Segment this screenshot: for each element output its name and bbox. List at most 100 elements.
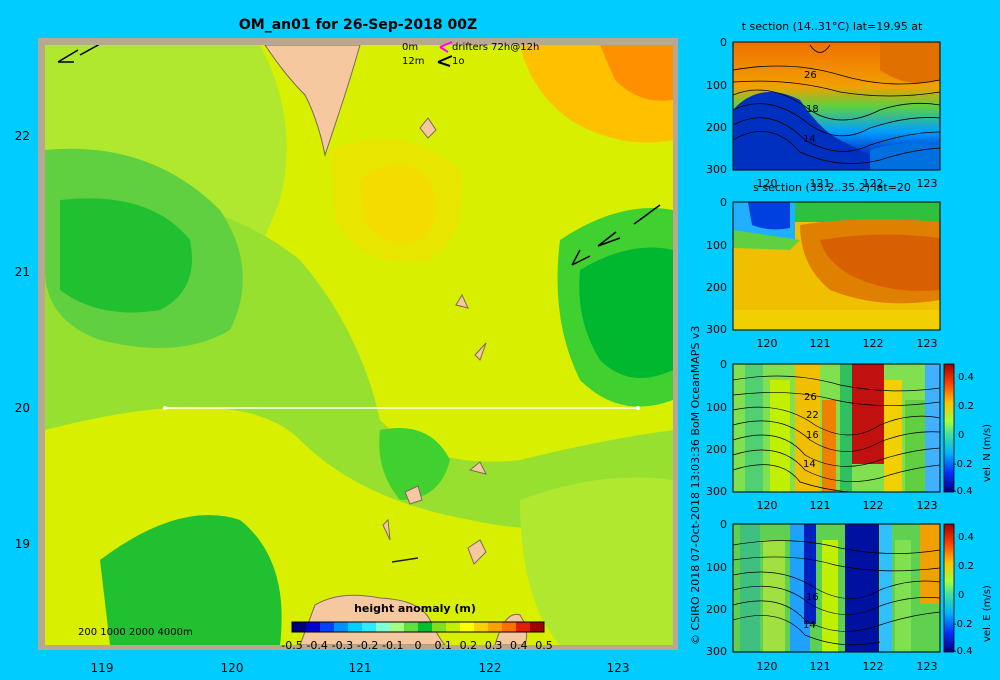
colorbar-tick-label: 0.5 (535, 639, 553, 652)
panel4-y-tick-100: 100 (706, 561, 727, 574)
colorbar-swatch (306, 622, 321, 632)
map-x-tick-123: 123 (607, 661, 630, 675)
panel1-x-tick-123: 123 (917, 177, 938, 190)
panel1-frame (732, 41, 941, 171)
colorbar-swatch (488, 622, 503, 632)
colorbar-tick-label: -0.3 (332, 639, 353, 652)
colorbar-swatch (516, 622, 531, 632)
panel3-northward-core (852, 364, 884, 464)
panel4-contour-label-16: 16 (806, 592, 819, 603)
map-x-tick-122: 122 (479, 661, 502, 675)
anomaly-region-ne-core (600, 45, 673, 101)
legend-depth-0m: 0m (402, 42, 418, 53)
colorbar-swatch (460, 622, 475, 632)
panel3-contour-label-26: 26 (804, 392, 817, 403)
land-islet-6 (382, 518, 391, 541)
panel3-colorbar (943, 363, 955, 493)
panel3-stripe-6 (884, 380, 902, 492)
map-y-tick-20: 20 (15, 401, 30, 415)
colorbar (292, 622, 545, 632)
panel4-stripe-6 (895, 540, 911, 652)
panel4-x-tick-121: 121 (810, 660, 831, 673)
height-anomaly-map (45, 45, 673, 645)
colorbar-tick-label: -0.1 (382, 639, 403, 652)
panel1-east-warm (880, 42, 940, 84)
colorbar-tick-label: -0.2 (357, 639, 378, 652)
map-x-axis: 119 120 121 122 123 (91, 661, 630, 675)
map-x-tick-120: 120 (221, 661, 244, 675)
panel1-axes: 0 100 200 300 120 121 122 123 (706, 36, 938, 190)
panel4-axes: 0 100 200 300 120 121 122 123 (706, 518, 938, 673)
panel1-y-tick-100: 100 (706, 79, 727, 92)
panel4-eastward-edge (920, 524, 940, 604)
land-luzon (299, 594, 446, 645)
colorbar-tick-label: 0.2 (460, 639, 478, 652)
panel4-colorbar-label: vel. E (m/s) (982, 585, 993, 642)
panel3-stripe-7 (905, 400, 925, 492)
panel1-x-tick-120: 120 (757, 177, 778, 190)
colorbar-swatch (292, 622, 307, 632)
land-islet-1 (419, 117, 437, 139)
colorbar-tick-label: -0.5 (281, 639, 302, 652)
map-y-tick-19: 19 (15, 537, 30, 551)
panel3-x-tick-120: 120 (757, 499, 778, 512)
colorbar-tick-label: 0 (415, 639, 422, 652)
colorbar-swatch (432, 622, 447, 632)
map-y-axis: 22 21 20 19 (15, 129, 30, 551)
panel4-westward-jet (804, 524, 816, 624)
panel1-contours (733, 44, 940, 164)
map-x-tick-121: 121 (349, 661, 372, 675)
legend-drifter-icon-black (437, 55, 453, 67)
drifter-arrow-3 (571, 249, 591, 266)
panel2-west-core (748, 202, 790, 230)
colorbar-swatch (320, 622, 335, 632)
panel1-contour-label-26: 26 (804, 70, 817, 81)
panel1-contour-label-14: 14 (803, 134, 816, 145)
panel3-colorbar-ticks: 0.4 0.2 0 -0.2 -0.4 (953, 372, 974, 497)
colorbar-swatch (404, 622, 419, 632)
panel3-stripe-4 (822, 400, 836, 492)
panel3-x-tick-122: 122 (863, 499, 884, 512)
land-islet-7 (467, 539, 487, 565)
panel1-y-tick-300: 300 (706, 163, 727, 176)
panel1-x-tick-122: 122 (863, 177, 884, 190)
land-islet-5 (404, 485, 423, 505)
panel3-y-tick-0: 0 (720, 358, 727, 371)
panel4-frame (732, 523, 941, 653)
panel1-temperature-section: 26 18 14 (733, 42, 940, 170)
colorbar-tick-label: 0.3 (485, 639, 503, 652)
colorbar-swatch (446, 622, 461, 632)
panel1-contour-label-18: 18 (806, 104, 819, 115)
panel2-y-tick-100: 100 (706, 239, 727, 252)
panel2-y-tick-0: 0 (720, 196, 727, 209)
map-y-tick-22: 22 (15, 129, 30, 143)
colorbar-ticks: -0.5 -0.4 -0.3 -0.2 -0.1 0 0.1 0.2 0.3 0.4 0.5 (281, 639, 552, 652)
panel4-y-tick-300: 300 (706, 645, 727, 658)
colorbar-swatch (502, 622, 517, 632)
panel3-stripe-2 (770, 380, 790, 492)
map-title: OM_an01 for 26-Sep-2018 00Z (239, 17, 477, 33)
panel2-x-tick-121: 121 (810, 337, 831, 350)
panel1-y-tick-200: 200 (706, 121, 727, 134)
colorbar-title: height anomaly (m) (354, 602, 476, 615)
panel2-x-tick-123: 123 (917, 337, 938, 350)
anomaly-region-west-core (60, 198, 192, 313)
land-islet-3 (474, 342, 487, 361)
panel2-axes: 0 100 200 300 120 121 122 123 (706, 196, 938, 350)
panel3-contour-label-14: 14 (803, 459, 816, 470)
anomaly-region-se-band (520, 477, 673, 645)
colorbar-swatch (390, 622, 405, 632)
panel4-cbar-tick-0: 0.4 (958, 532, 974, 543)
anomaly-region-south-center (379, 428, 450, 500)
panel1-east-cold (870, 143, 940, 170)
panel2-y-tick-300: 300 (706, 323, 727, 336)
drifter-arrow-2 (597, 231, 621, 247)
side-caption: © CSIRO 2018 07-Oct-2018 13:03:36 BoM Oc… (689, 326, 702, 645)
depth-key: 200 1000 2000 4000m (78, 627, 193, 638)
colorbar-outline (291, 621, 545, 633)
panel3-cbar-tick-0: 0.4 (958, 372, 974, 383)
panel3-stripe-5 (840, 364, 852, 492)
panel2-frame (732, 201, 941, 331)
colorbar-swatch (362, 622, 377, 632)
panel2-salty-inner (820, 234, 940, 291)
